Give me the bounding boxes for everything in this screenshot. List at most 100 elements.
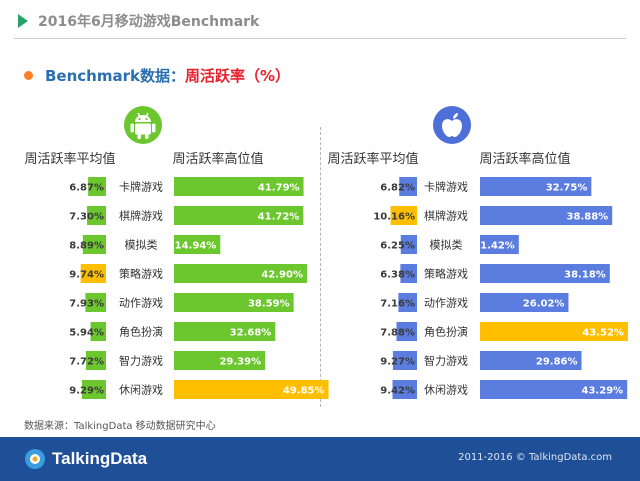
slide-header: 2016年6月移动游戏Benchmark	[0, 0, 640, 42]
ios-chart: 周活跃率平均值 周活跃率高位值 6.82% 卡牌游戏 32.75% 10.16% 棋牌游戏 3…	[327, 106, 628, 399]
avg-bar	[85, 293, 106, 312]
high-value-label: 32.68%	[230, 328, 272, 339]
category-label: 模拟类	[125, 238, 158, 252]
high-bar	[174, 206, 304, 225]
high-value-label: 43.29%	[582, 386, 624, 397]
avg-bar	[398, 293, 417, 312]
android-icon-arm	[152, 123, 156, 133]
high-bar	[480, 206, 613, 225]
avg-value-label: 8.89%	[69, 241, 104, 252]
high-bar	[480, 235, 519, 254]
category-label: 休闲游戏	[119, 383, 163, 397]
high-bar	[174, 322, 276, 341]
android-icon-eye	[145, 117, 148, 121]
high-value-label: 41.72%	[258, 212, 300, 223]
category-label: 棋牌游戏	[119, 209, 163, 223]
high-column-header: 周活跃率高位值	[479, 151, 570, 167]
talkingdata-logo-icon	[25, 449, 45, 469]
android-icon-antenna	[137, 112, 141, 118]
android-chart: 周活跃率平均值 周活跃率高位值 6.87% 卡牌游戏 41.79% 7.30% 棋牌游戏 41…	[24, 106, 329, 399]
chart-subtitle: Benchmark数据：周活跃率（%）	[24, 65, 290, 87]
avg-bar	[400, 264, 417, 283]
high-bar	[480, 322, 628, 341]
avg-bar	[399, 177, 417, 196]
high-bar	[480, 177, 592, 196]
subtitle-prefix: Benchmark数据：	[45, 67, 185, 85]
avg-bar	[80, 264, 106, 283]
avg-bar	[392, 351, 417, 370]
high-bar	[174, 351, 266, 370]
avg-value-label: 6.25%	[380, 241, 415, 252]
avg-bar	[390, 206, 417, 225]
subtitle-metric: 周活跃率（%）	[184, 67, 291, 85]
category-label: 智力游戏	[424, 354, 468, 368]
avg-value-label: 10.16%	[373, 212, 415, 223]
high-value-label: 14.94%	[175, 241, 217, 252]
avg-value-label: 6.82%	[380, 183, 415, 194]
high-bar	[480, 264, 610, 283]
android-icon-body	[135, 123, 151, 135]
avg-bar	[85, 351, 106, 370]
category-label: 策略游戏	[424, 267, 468, 281]
category-label: 角色扮演	[119, 325, 163, 339]
platform-divider	[320, 127, 321, 407]
high-value-label: 11.42%	[473, 241, 515, 252]
high-bar	[174, 380, 329, 399]
avg-value-label: 6.87%	[69, 183, 104, 194]
page-title: 2016年6月移动游戏Benchmark	[38, 14, 260, 30]
high-column-header: 周活跃率高位值	[172, 151, 263, 167]
avg-column-header: 周活跃率平均值	[24, 151, 115, 167]
header-divider	[14, 38, 626, 39]
avg-bar	[81, 380, 106, 399]
high-value-label: 32.75%	[546, 183, 588, 194]
avg-value-label: 7.16%	[380, 299, 415, 310]
high-bar	[480, 380, 628, 399]
android-icon-arm	[130, 123, 134, 133]
high-value-label: 43.52%	[582, 328, 624, 339]
avg-bar	[87, 206, 106, 225]
high-bar	[174, 264, 307, 283]
android-robot-icon	[124, 106, 162, 144]
apple-icon-leaf	[453, 113, 458, 119]
avg-value-label: 7.88%	[380, 328, 415, 339]
footer-bar: TalkingData 2011-2016 © TalkingData.com	[0, 437, 640, 481]
avg-bar	[88, 177, 106, 196]
high-value-label: 41.79%	[258, 183, 300, 194]
android-icon-eye	[138, 117, 141, 121]
category-label: 卡牌游戏	[424, 180, 468, 194]
avg-bar	[82, 235, 106, 254]
android-icon-leg	[137, 133, 141, 139]
high-value-label: 29.86%	[536, 357, 578, 368]
android-icon-head	[135, 115, 151, 122]
apple-icon-body	[442, 119, 462, 137]
avg-value-label: 7.93%	[69, 299, 104, 310]
category-label: 动作游戏	[119, 297, 163, 310]
category-label: 休闲游戏	[424, 383, 468, 397]
avg-value-label: 7.30%	[69, 212, 104, 223]
category-label: 卡牌游戏	[119, 180, 163, 194]
avg-value-label: 9.74%	[69, 270, 104, 281]
copyright-text: 2011-2016 © TalkingData.com	[458, 452, 612, 463]
category-label: 智力游戏	[119, 354, 163, 368]
avg-bar	[90, 322, 106, 341]
category-label: 棋牌游戏	[424, 209, 468, 223]
high-bar	[174, 235, 221, 254]
apple-icon	[433, 106, 471, 144]
high-bar	[480, 351, 582, 370]
high-value-label: 26.02%	[523, 299, 565, 310]
bullet-dot-icon	[24, 71, 33, 80]
high-value-label: 38.18%	[564, 270, 606, 281]
data-source-note: 数据来源：TalkingData 移动数据研究中心	[24, 421, 216, 432]
avg-value-label: 9.29%	[69, 386, 104, 397]
high-value-label: 42.90%	[261, 270, 303, 281]
high-value-label: 29.39%	[219, 357, 261, 368]
high-bar	[174, 293, 294, 312]
talkingdata-logo-text: TalkingData	[52, 449, 148, 468]
avg-value-label: 5.94%	[69, 328, 104, 339]
high-value-label: 49.85%	[283, 386, 325, 397]
avg-column-header: 周活跃率平均值	[327, 151, 418, 167]
avg-bar	[400, 235, 417, 254]
category-label: 模拟类	[430, 238, 463, 252]
android-icon-leg	[145, 133, 149, 139]
avg-bar	[392, 380, 417, 399]
